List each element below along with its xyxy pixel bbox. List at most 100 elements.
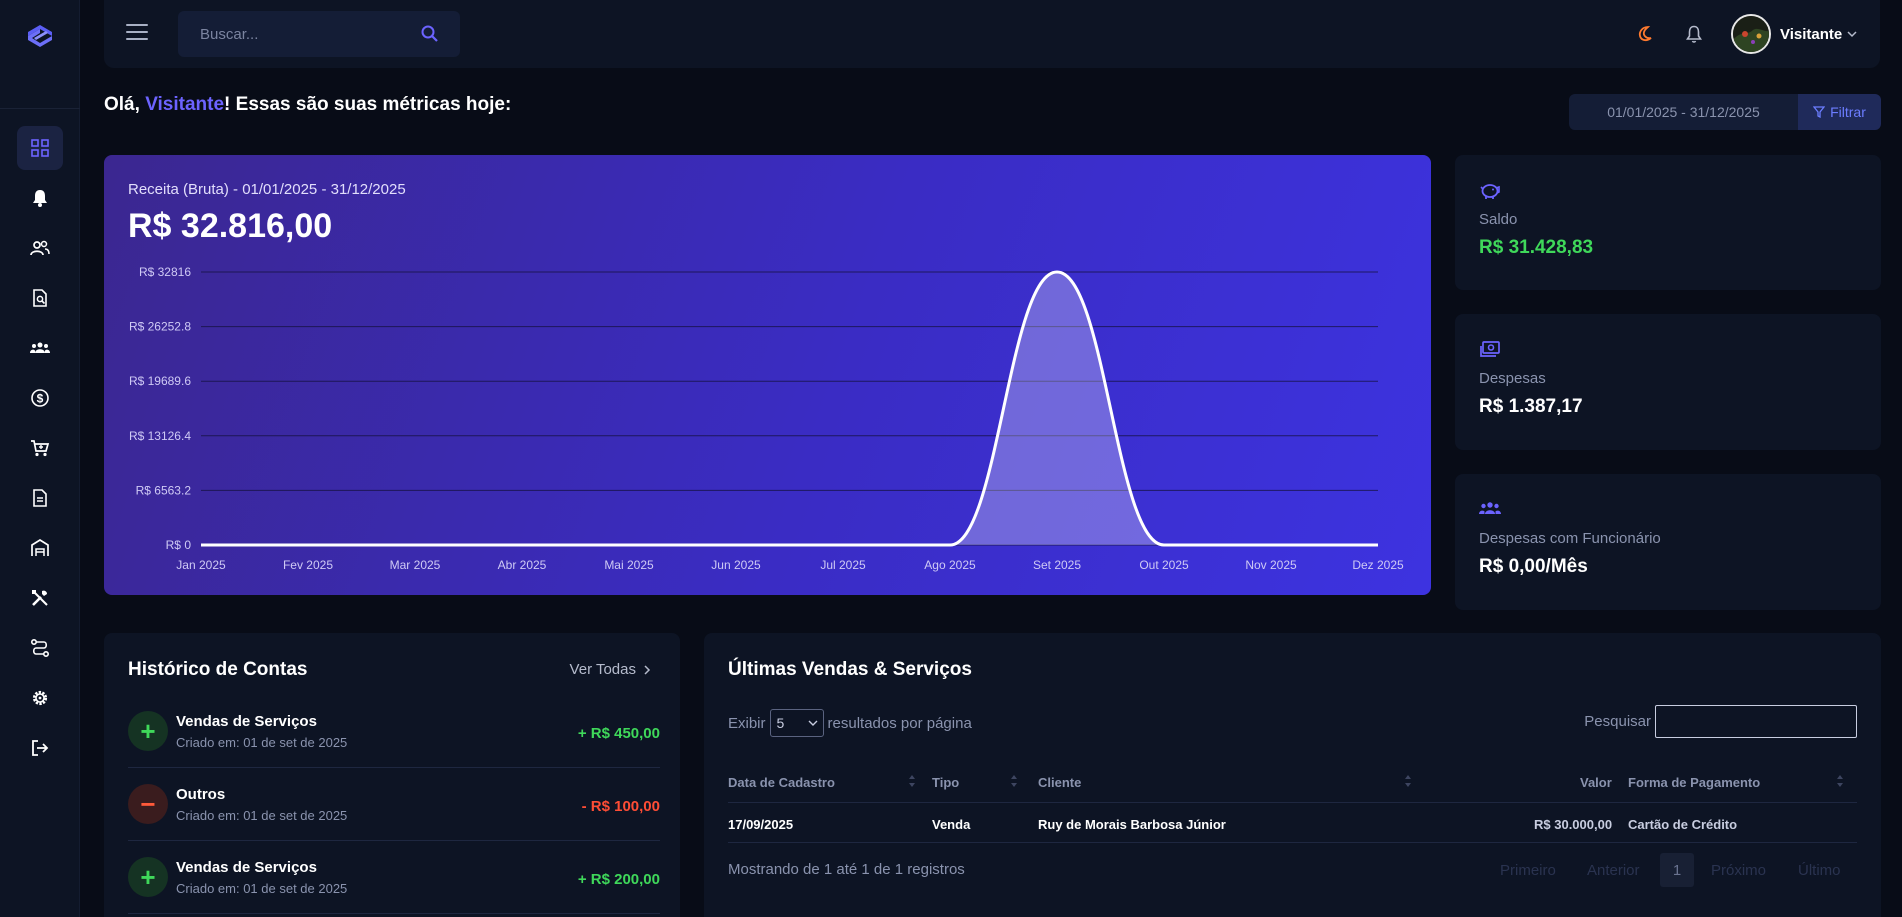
x-tick-label: Jul 2025 (820, 558, 866, 572)
see-all-link[interactable]: Ver Todas (570, 661, 652, 678)
item-date: Criado em: 01 de set de 2025 (176, 735, 348, 750)
warehouse-icon (31, 538, 49, 556)
stat-value: R$ 31.428,83 (1479, 237, 1594, 258)
group-icon (30, 342, 50, 353)
date-range-picker[interactable]: 01/01/2025 - 31/12/2025 (1569, 94, 1798, 130)
document-icon (33, 489, 47, 507)
x-tick-label: Jan 2025 (176, 558, 226, 572)
list-item[interactable]: + Vendas de Serviços Criado em: 01 de se… (128, 841, 660, 914)
column-header-value[interactable]: Valor (1580, 775, 1612, 790)
x-tick-label: Ago 2025 (924, 558, 976, 572)
filter-button[interactable]: Filtrar (1798, 94, 1881, 130)
sort-icon[interactable] (908, 773, 916, 789)
bell-icon (33, 190, 47, 207)
hamburger-menu-button[interactable] (126, 24, 148, 44)
search-icon[interactable] (420, 24, 440, 44)
nav-dashboard[interactable] (17, 126, 63, 170)
moon-icon[interactable] (1634, 24, 1654, 44)
list-item[interactable]: + Vendas de Serviços Criado em: 01 de se… (128, 695, 660, 768)
nav-notifications[interactable] (17, 176, 63, 220)
pagination-prev[interactable]: Anterior (1587, 861, 1640, 879)
revenue-label: Receita (Bruta) - 01/01/2025 - 31/12/202… (128, 181, 406, 198)
pagination-current[interactable]: 1 (1660, 853, 1694, 887)
filter-icon (1813, 106, 1826, 118)
svg-text:$: $ (37, 392, 44, 406)
x-tick-label: Out 2025 (1139, 558, 1189, 572)
x-tick-label: Set 2025 (1033, 558, 1081, 572)
item-amount: - R$ 100,00 (581, 798, 660, 815)
y-tick-label: R$ 6563.2 (136, 483, 192, 497)
nav-warehouse[interactable] (17, 526, 63, 570)
x-tick-label: Mar 2025 (390, 558, 441, 572)
y-tick-label: R$ 0 (166, 538, 192, 552)
sidebar-divider (0, 108, 80, 109)
avatar[interactable] (1731, 14, 1771, 54)
item-title: Outros (176, 786, 226, 803)
tools-icon (32, 590, 48, 606)
recent-sales-card: Últimas Vendas & Serviços Exibir 5 resul… (704, 633, 1881, 917)
search-input[interactable] (178, 11, 418, 57)
pagination-first[interactable]: Primeiro (1500, 861, 1556, 879)
x-tick-label: Mai 2025 (604, 558, 654, 572)
sort-icon[interactable] (1010, 773, 1018, 789)
cell-value: R$ 30.000,00 (1534, 817, 1613, 832)
column-header-type[interactable]: Tipo (932, 775, 960, 790)
list-item[interactable]: − Outros Criado em: 01 de set de 2025 - … (128, 768, 660, 841)
column-header-client[interactable]: Cliente (1038, 775, 1082, 790)
item-amount: + R$ 450,00 (577, 725, 660, 742)
nav-logout[interactable] (17, 726, 63, 770)
topbar: Visitante (104, 0, 1880, 68)
table-header: Data de Cadastro Tipo Cliente Valor Form… (728, 761, 1857, 803)
x-tick-label: Nov 2025 (1245, 558, 1297, 572)
y-tick-label: R$ 13126.4 (129, 429, 191, 443)
page-size-select[interactable]: 5 (769, 709, 824, 737)
stat-value: R$ 1.387,17 (1479, 396, 1583, 417)
revenue-card: R$ 0 R$ 6563.2 R$ 13126.4 R$ 19689.6 R$ 2625… (104, 155, 1431, 595)
revenue-chart: R$ 0 R$ 6563.2 R$ 13126.4 R$ 19689.6 R$ 2625… (129, 265, 1404, 572)
dashboard-icon (31, 139, 49, 157)
chevron-down-icon (808, 720, 818, 726)
chevron-down-icon[interactable] (1846, 28, 1858, 40)
nav-reports[interactable] (17, 276, 63, 320)
nav-settings[interactable] (17, 676, 63, 720)
table-row[interactable]: 17/09/2025 Venda Ruy de Morais Barbosa J… (728, 803, 1857, 843)
sort-icon[interactable] (1836, 773, 1844, 789)
table-search-input[interactable] (1655, 705, 1857, 738)
revenue-line (201, 270, 1378, 547)
logo-icon[interactable] (26, 24, 54, 50)
greeting-username: Visitante (145, 94, 225, 115)
table-search: Pesquisar (1584, 705, 1857, 738)
item-amount: + R$ 200,00 (577, 871, 660, 888)
column-header-date[interactable]: Data de Cadastro (728, 775, 835, 790)
cell-type: Venda (932, 817, 971, 832)
dollar-icon: $ (31, 389, 49, 407)
y-tick-label: R$ 32816 (139, 265, 191, 279)
logout-icon (32, 740, 49, 756)
plus-icon: + (128, 711, 168, 751)
page-size-control: Exibir 5 resultados por página (728, 709, 972, 737)
pagination-next[interactable]: Próximo (1711, 861, 1767, 879)
nav-documents[interactable] (17, 476, 63, 520)
bell-icon[interactable] (1684, 24, 1704, 44)
sort-icon[interactable] (1404, 773, 1412, 789)
nav-clients[interactable] (17, 226, 63, 270)
page-greeting: Olá, Visitante! Essas são suas métricas … (104, 94, 512, 115)
cell-client: Ruy de Morais Barbosa Júnior (1038, 817, 1226, 832)
pagination-last[interactable]: Último (1798, 861, 1841, 879)
nav-sales[interactable] (17, 426, 63, 470)
stat-value: R$ 0,00/Mês (1479, 556, 1588, 577)
item-date: Criado em: 01 de set de 2025 (176, 808, 348, 823)
user-name[interactable]: Visitante (1780, 26, 1843, 43)
x-tick-label: Abr 2025 (498, 558, 547, 572)
nav-finance[interactable]: $ (17, 376, 63, 420)
cell-payment: Cartão de Crédito (1628, 817, 1738, 832)
table-info: Mostrando de 1 até 1 de 1 registros (728, 861, 965, 878)
revenue-value: R$ 32.816,00 (128, 207, 333, 245)
nav-tools[interactable] (17, 576, 63, 620)
stat-label: Despesas com Funcionário (1479, 530, 1661, 547)
y-tick-label: R$ 19689.6 (129, 374, 191, 388)
column-header-payment[interactable]: Forma de Pagamento (1628, 775, 1761, 790)
nav-routes[interactable] (17, 626, 63, 670)
revenue-area (201, 272, 1378, 545)
nav-employees[interactable] (17, 326, 63, 370)
